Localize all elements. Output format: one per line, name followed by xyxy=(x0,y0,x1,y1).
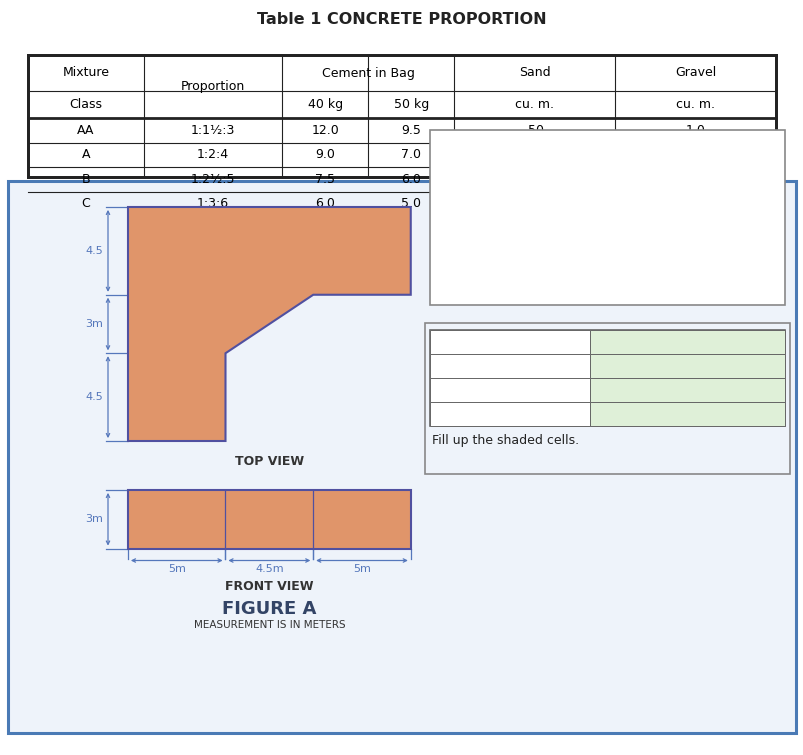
Bar xyxy=(430,330,589,354)
Text: GRAVEL: GRAVEL xyxy=(438,408,495,421)
Text: cu. m.: cu. m. xyxy=(515,98,553,111)
Text: 1:1½:3: 1:1½:3 xyxy=(190,124,235,137)
Text: 7.5: 7.5 xyxy=(315,173,335,186)
Text: Table 1 CONCRETE PROPORTION: Table 1 CONCRETE PROPORTION xyxy=(257,11,546,26)
Bar xyxy=(425,323,789,474)
Text: 9.0: 9.0 xyxy=(315,148,335,162)
Text: Gravel: Gravel xyxy=(675,66,715,79)
Bar xyxy=(589,378,784,402)
Text: .50: .50 xyxy=(524,124,544,137)
Text: 1:2½:5: 1:2½:5 xyxy=(190,173,235,186)
Text: AA: AA xyxy=(77,124,95,137)
Text: 3: 3 xyxy=(770,381,776,390)
Text: FIND THE NUMBER OF 50Kg BAGS OF
CEMENT, SAND AND GRAVEL WITH A
CLASS “A” MIXTURE: FIND THE NUMBER OF 50Kg BAGS OF CEMENT, … xyxy=(442,170,719,236)
Text: Mm: Mm xyxy=(745,384,769,396)
Text: Mm: Mm xyxy=(745,408,769,421)
Text: 6.0: 6.0 xyxy=(401,173,421,186)
Text: .50: .50 xyxy=(524,148,544,162)
Text: Proportion: Proportion xyxy=(181,80,245,93)
Bar xyxy=(589,354,784,378)
Text: 3m: 3m xyxy=(85,514,103,524)
Text: 5.0: 5.0 xyxy=(401,197,421,210)
Bar xyxy=(430,378,589,402)
Text: 9.5: 9.5 xyxy=(401,124,421,137)
Text: FIGURE A: FIGURE A xyxy=(222,600,316,618)
Text: B: B xyxy=(82,173,90,186)
Polygon shape xyxy=(128,207,410,441)
Text: 5m: 5m xyxy=(168,563,185,574)
Text: 1.0: 1.0 xyxy=(685,197,705,210)
Text: Fill up the shaded cells.: Fill up the shaded cells. xyxy=(431,434,578,447)
Text: 4.5m: 4.5m xyxy=(255,563,283,574)
Bar xyxy=(589,330,784,354)
Text: 50 kg: 50 kg xyxy=(393,98,429,111)
Bar xyxy=(589,402,784,426)
Text: 1:3:6: 1:3:6 xyxy=(197,197,229,210)
Bar xyxy=(430,354,589,378)
Bar xyxy=(128,490,410,548)
Text: 3m: 3m xyxy=(85,319,103,329)
Text: .50: .50 xyxy=(524,197,544,210)
Text: cu. m.: cu. m. xyxy=(675,98,714,111)
Text: Bags: Bags xyxy=(744,359,776,372)
Text: 6.0: 6.0 xyxy=(315,197,335,210)
Text: SAND: SAND xyxy=(438,384,479,396)
Text: CEMENT: CEMENT xyxy=(438,359,499,372)
Text: 1.0: 1.0 xyxy=(685,124,705,137)
Text: PROBLEM :: PROBLEM : xyxy=(442,142,528,156)
Text: Cement in Bag: Cement in Bag xyxy=(321,66,414,79)
Text: 1.0: 1.0 xyxy=(685,148,705,162)
Text: 4.5: 4.5 xyxy=(85,392,103,402)
Text: TOP VIEW: TOP VIEW xyxy=(234,455,304,468)
Text: A: A xyxy=(82,148,90,162)
Text: Class: Class xyxy=(69,98,102,111)
Text: 7.0: 7.0 xyxy=(401,148,421,162)
Text: FRONT VIEW: FRONT VIEW xyxy=(225,581,313,593)
Text: 3: 3 xyxy=(770,405,776,414)
Text: Sand: Sand xyxy=(518,66,550,79)
Text: 1.0: 1.0 xyxy=(685,173,705,186)
Text: **: ** xyxy=(442,261,455,275)
Bar xyxy=(28,55,775,177)
Text: 4.5: 4.5 xyxy=(85,246,103,256)
Text: VOLUME: VOLUME xyxy=(438,335,499,349)
Text: Mixture: Mixture xyxy=(63,66,109,79)
Text: Mm: Mm xyxy=(745,335,769,349)
Text: .50: .50 xyxy=(524,173,544,186)
Bar xyxy=(430,130,784,305)
Text: REFER TO THE EXAMPLE IN CONCRETE
PROPORTION.: REFER TO THE EXAMPLE IN CONCRETE PROPORT… xyxy=(459,254,662,275)
Text: C: C xyxy=(81,197,90,210)
Text: 1:2:4: 1:2:4 xyxy=(197,148,229,162)
Text: 12.0: 12.0 xyxy=(311,124,339,137)
Bar xyxy=(430,402,589,426)
Bar xyxy=(8,181,795,733)
Text: 3: 3 xyxy=(770,332,776,341)
Bar xyxy=(430,330,784,426)
Text: MEASUREMENT IS IN METERS: MEASUREMENT IS IN METERS xyxy=(194,621,344,630)
Text: 40 kg: 40 kg xyxy=(308,98,342,111)
Text: 5m: 5m xyxy=(353,563,370,574)
